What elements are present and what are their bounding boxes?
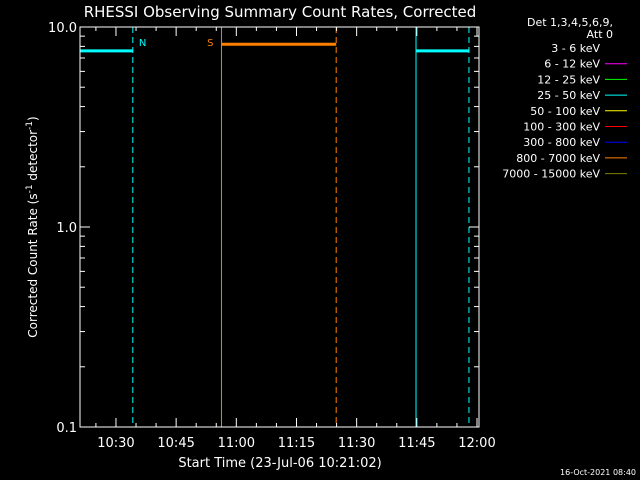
- x-tick-label-6: 12:00: [458, 436, 495, 451]
- chart-title: RHESSI Observing Summary Count Rates, Co…: [84, 3, 477, 21]
- legend-label-8: 7000 - 15000 keV: [502, 168, 600, 181]
- legend-label-0: 3 - 6 keV: [551, 42, 600, 55]
- legend-label-4: 50 - 100 keV: [530, 105, 600, 118]
- marker-label-2: S: [207, 38, 213, 49]
- timestamp-label: 16-Oct-2021 08:40: [560, 468, 636, 477]
- y-axis-ticks: 0.1 1.0 10.0: [48, 21, 479, 436]
- x-axis-ticks: 10:30 10:45 11:00 11:15 11:30 11:45 12:00: [95, 27, 496, 451]
- x-tick-label-2: 11:00: [218, 436, 255, 451]
- y-axis-label-mid: detector: [26, 130, 40, 185]
- x-axis-label: Start Time (23-Jul-06 10:21:02): [178, 456, 381, 471]
- legend-label-2: 12 - 25 keV: [537, 73, 600, 86]
- x-tick-label-3: 11:15: [278, 436, 315, 451]
- legend-label-3: 25 - 50 keV: [537, 89, 600, 102]
- legend-label-7: 800 - 7000 keV: [516, 152, 600, 165]
- y-axis-label: Corrected Count Rate (s-1 detector-1): [25, 116, 40, 337]
- legend-label-1: 6 - 12 keV: [544, 58, 600, 71]
- y-tick-label-0: 0.1: [56, 421, 77, 436]
- data-series: [80, 42, 469, 53]
- x-tick-label-0: 10:30: [97, 436, 134, 451]
- legend: Det 1,3,4,5,6,9,Att 03 - 6 keV 6 - 12 keV…: [502, 16, 627, 181]
- marker-label-1: N: [139, 38, 146, 49]
- x-tick-label-4: 11:30: [338, 436, 375, 451]
- y-tick-label-2: 10.0: [48, 21, 77, 36]
- y-axis-label-sup1: -1: [25, 184, 35, 193]
- legend-header-0: Det 1,3,4,5,6,9,: [527, 16, 613, 29]
- legend-label-5: 100 - 300 keV: [523, 121, 600, 134]
- y-axis-label-end: ): [26, 116, 40, 121]
- legend-label-6: 300 - 800 keV: [523, 136, 600, 149]
- y-axis-label-main: Corrected Count Rate (s: [26, 193, 40, 337]
- y-tick-label-1: 1.0: [56, 221, 77, 236]
- x-tick-label-5: 11:45: [398, 436, 435, 451]
- x-tick-label-1: 10:45: [157, 436, 194, 451]
- legend-header-1: Att 0: [587, 28, 613, 41]
- y-axis-label-sup2: -1: [25, 121, 35, 130]
